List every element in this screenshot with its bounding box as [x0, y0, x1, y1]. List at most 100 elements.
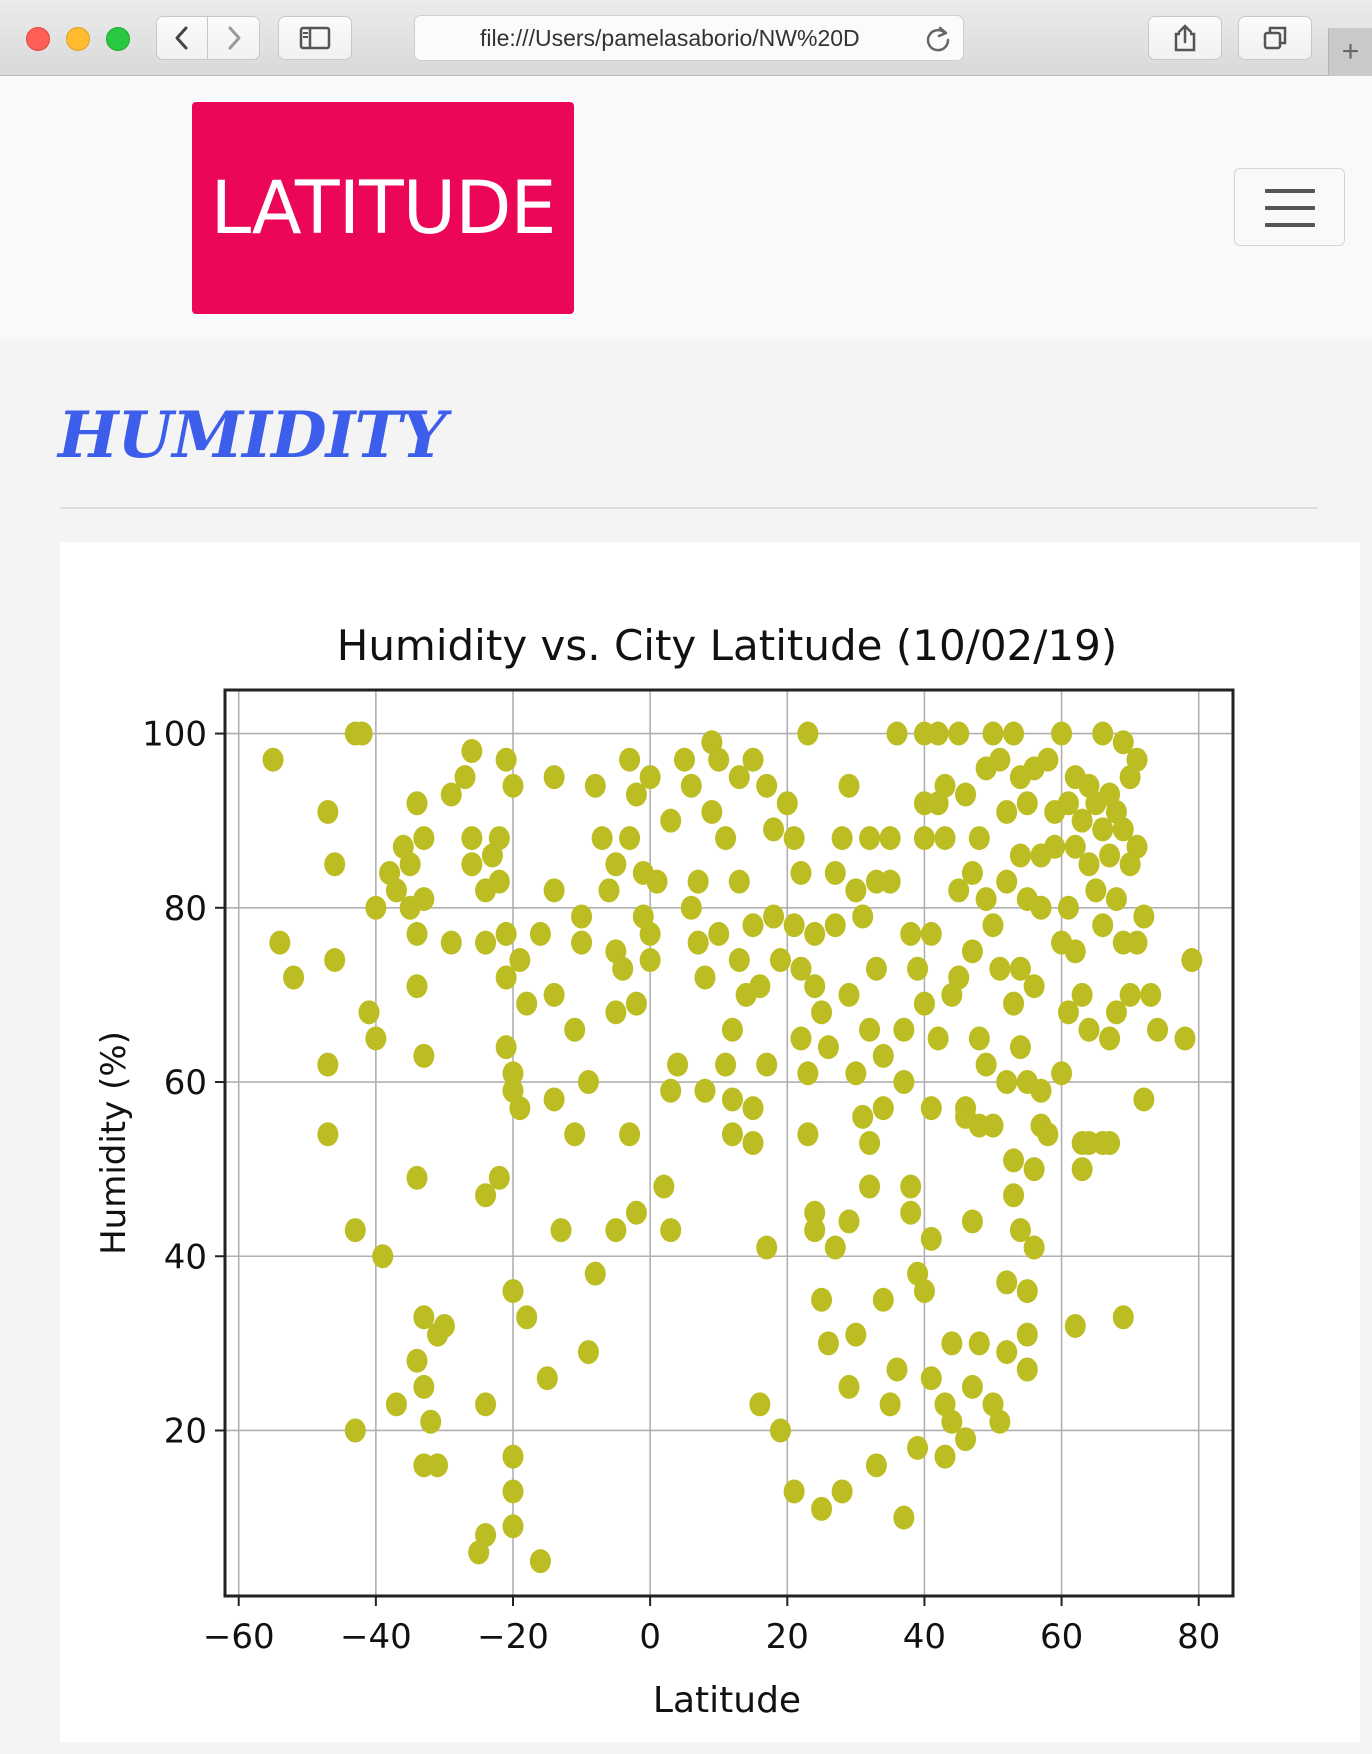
data-point [1003, 1148, 1025, 1173]
data-point [1051, 721, 1073, 746]
data-point [728, 869, 750, 894]
data-point [1092, 913, 1114, 938]
data-point [564, 1122, 586, 1147]
brand-logo[interactable]: LATITUDE [192, 102, 574, 314]
data-point [756, 773, 778, 798]
data-point [1133, 1087, 1155, 1112]
data-point [536, 1366, 558, 1391]
data-point [550, 1218, 572, 1243]
data-point [975, 887, 997, 912]
data-point [440, 930, 462, 955]
data-point [756, 1052, 778, 1077]
data-point [769, 1418, 791, 1443]
data-point [413, 1305, 435, 1330]
data-point [365, 1026, 387, 1051]
data-point [783, 913, 805, 938]
x-tick-label: 0 [639, 1617, 661, 1657]
data-point [1064, 1313, 1086, 1338]
hamburger-line [1265, 206, 1315, 210]
data-point [708, 921, 730, 946]
data-point [358, 1000, 380, 1025]
data-point [509, 1096, 531, 1121]
data-point [1037, 747, 1059, 772]
data-point [886, 1357, 908, 1382]
data-point [495, 1035, 517, 1060]
address-bar[interactable]: file:///Users/pamelasaborio/NW%20D [414, 15, 964, 61]
data-point [475, 1183, 497, 1208]
x-tick-label: −60 [203, 1617, 275, 1657]
data-point [1147, 1017, 1169, 1042]
data-point [571, 930, 593, 955]
data-point [982, 1113, 1004, 1138]
data-point [721, 1017, 743, 1042]
zoom-window-button[interactable] [106, 27, 130, 51]
y-tick-label: 100 [142, 715, 207, 755]
data-point [1071, 982, 1093, 1007]
new-tab-button[interactable]: + [1328, 28, 1372, 76]
data-point [790, 956, 812, 981]
data-point [660, 1218, 682, 1243]
data-point [989, 747, 1011, 772]
data-point [1023, 974, 1045, 999]
data-point [742, 1096, 764, 1121]
data-point [817, 1035, 839, 1060]
x-tick-label: 60 [1040, 1617, 1083, 1657]
data-point [1181, 948, 1203, 973]
share-button[interactable] [1148, 16, 1222, 60]
data-point [516, 991, 538, 1016]
data-point [385, 1392, 407, 1417]
tabs-icon [1263, 26, 1287, 50]
data-point [440, 782, 462, 807]
data-point [811, 1496, 833, 1521]
data-point [996, 1340, 1018, 1365]
data-point [324, 948, 346, 973]
data-point [913, 1279, 935, 1304]
x-tick-label: −20 [477, 1617, 549, 1657]
data-point [502, 1514, 524, 1539]
tabs-overview-button[interactable] [1238, 16, 1312, 60]
data-point [269, 930, 291, 955]
y-tick-label: 60 [164, 1063, 207, 1103]
data-point [619, 1122, 641, 1147]
hamburger-line [1265, 223, 1315, 227]
data-point [660, 808, 682, 833]
data-point [721, 1087, 743, 1112]
y-axis-label: Humidity (%) [94, 1031, 134, 1255]
data-point [989, 956, 1011, 981]
data-point [619, 826, 641, 851]
y-tick-label: 20 [164, 1411, 207, 1451]
navbar-toggle-button[interactable] [1234, 168, 1345, 246]
reload-icon[interactable] [923, 24, 953, 54]
data-point [1003, 1183, 1025, 1208]
forward-button[interactable] [208, 16, 260, 60]
data-point [625, 782, 647, 807]
data-point [516, 1305, 538, 1330]
data-point [495, 921, 517, 946]
data-point [372, 1244, 394, 1269]
data-point [1030, 895, 1052, 920]
data-point [920, 1096, 942, 1121]
data-point [406, 1165, 428, 1190]
data-point [1126, 747, 1148, 772]
data-point [831, 1479, 853, 1504]
data-point [564, 1017, 586, 1042]
data-point [831, 826, 853, 851]
back-button[interactable] [156, 16, 208, 60]
data-point [934, 826, 956, 851]
data-point [406, 1348, 428, 1373]
data-point [852, 1104, 874, 1129]
data-point [941, 1331, 963, 1356]
data-point [1003, 721, 1025, 746]
data-point [413, 826, 435, 851]
data-point [961, 860, 983, 885]
data-point [598, 878, 620, 903]
minimize-window-button[interactable] [66, 27, 90, 51]
data-point [968, 826, 990, 851]
data-point [687, 930, 709, 955]
sidebar-button[interactable] [278, 16, 352, 60]
data-point [982, 913, 1004, 938]
data-point [811, 1287, 833, 1312]
data-point [667, 1052, 689, 1077]
close-window-button[interactable] [26, 27, 50, 51]
x-tick-label: −40 [340, 1617, 412, 1657]
